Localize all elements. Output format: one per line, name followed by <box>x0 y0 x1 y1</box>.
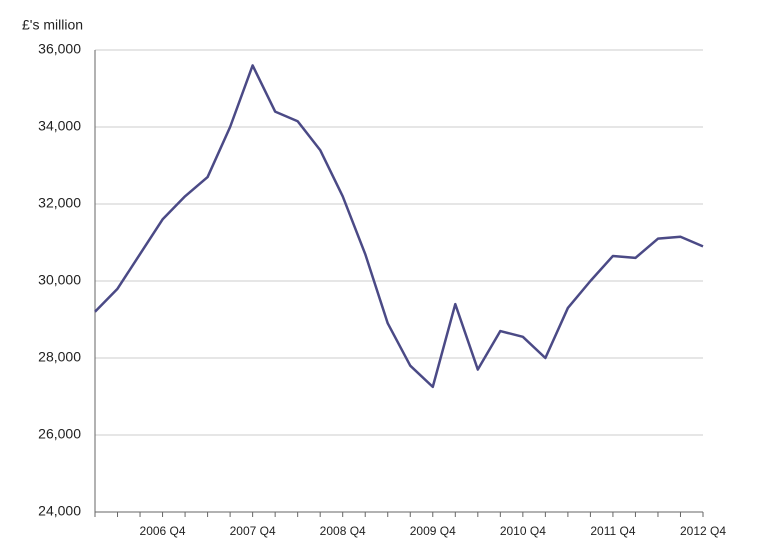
y-tick-label: 30,000 <box>38 272 81 288</box>
y-tick-label: 26,000 <box>38 426 81 442</box>
x-tick-label: 2009 Q4 <box>410 524 456 538</box>
y-axis-label: £'s million <box>22 17 83 33</box>
x-tick-label: 2010 Q4 <box>500 524 546 538</box>
y-tick-label: 36,000 <box>38 41 81 57</box>
x-tick-label: 2007 Q4 <box>230 524 276 538</box>
y-tick-label: 34,000 <box>38 118 81 134</box>
x-tick-label: 2011 Q4 <box>590 524 635 538</box>
y-tick-label: 24,000 <box>38 503 81 519</box>
x-tick-label: 2008 Q4 <box>320 524 366 538</box>
y-tick-label: 28,000 <box>38 349 81 365</box>
x-tick-label: 2012 Q4 <box>680 524 726 538</box>
line <box>94 64 704 389</box>
y-tick-label: 32,000 <box>38 195 81 211</box>
x-tick-label: 2006 Q4 <box>140 524 186 538</box>
